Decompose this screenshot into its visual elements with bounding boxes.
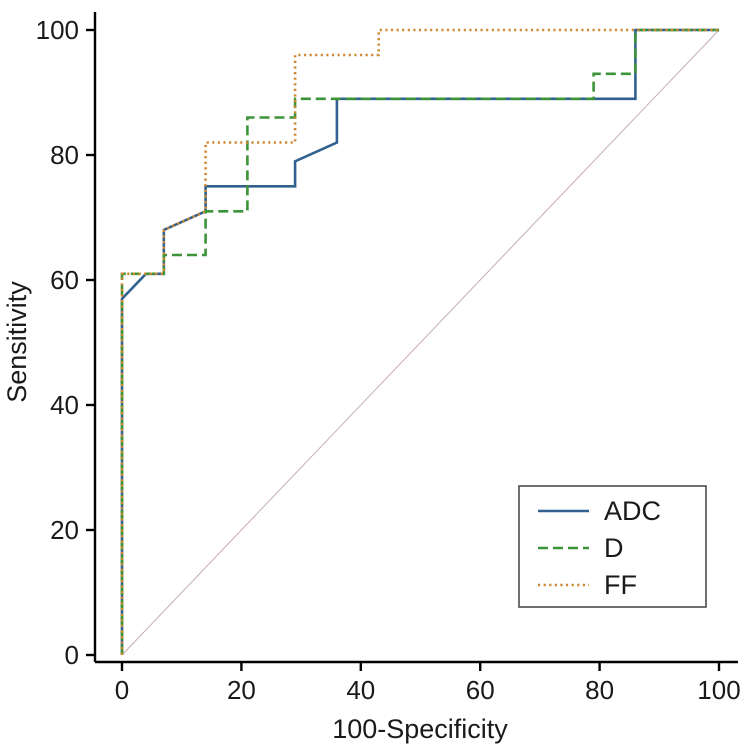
- x-tick-label: 0: [115, 675, 129, 705]
- legend-label-D: D: [604, 533, 624, 563]
- y-tick-label: 0: [65, 640, 79, 670]
- chance-diagonal: [121, 29, 720, 656]
- x-tick-label: 60: [466, 675, 495, 705]
- y-tick-label: 40: [50, 390, 79, 420]
- x-tick-label: 40: [346, 675, 375, 705]
- y-axis-title: Sensitivity: [2, 281, 32, 403]
- series-line-FF: [120, 28, 719, 655]
- y-tick-label: 20: [50, 515, 79, 545]
- y-tick-label: 80: [50, 140, 79, 170]
- x-tick-label: 80: [585, 675, 614, 705]
- x-tick-label: 20: [227, 675, 256, 705]
- y-tick-label: 100: [36, 15, 79, 45]
- legend-label-FF: FF: [604, 570, 637, 600]
- y-tick-label: 60: [50, 265, 79, 295]
- series-layer: [120, 28, 720, 656]
- x-axis-title: 100-Specificity: [332, 714, 508, 744]
- x-tick-label: 100: [697, 675, 740, 705]
- legend-box: [518, 485, 707, 608]
- legend-label-ADC: ADC: [604, 496, 661, 526]
- legend: ADC D FF: [518, 485, 707, 608]
- series-line-D: [120, 28, 719, 655]
- axes-layer: 0 20 40 60 80 100 0 20 40 60 80 100: [36, 12, 741, 705]
